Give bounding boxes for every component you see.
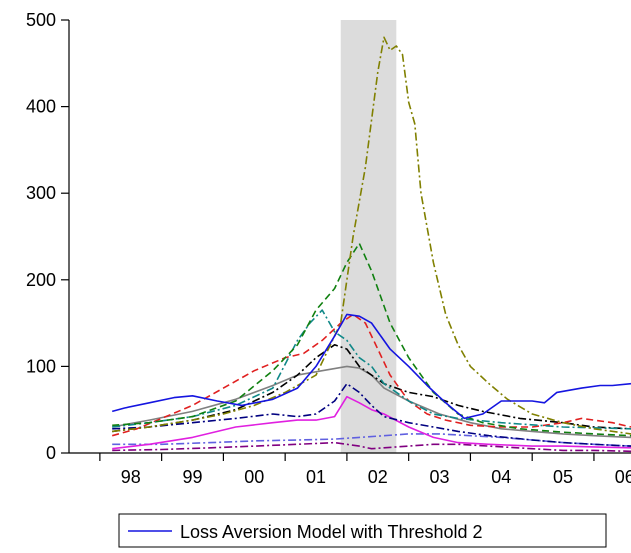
y-tick-label: 200 [26, 270, 56, 290]
series-line-5 [112, 343, 631, 433]
x-tick-label: 00 [244, 467, 264, 487]
x-tick-label: 01 [306, 467, 326, 487]
series-line-2 [112, 242, 631, 437]
y-tick-label: 100 [26, 356, 56, 376]
y-tick-label: 0 [46, 443, 56, 463]
x-tick-label: 02 [368, 467, 388, 487]
series-layer [111, 36, 631, 453]
series-line-1 [112, 36, 631, 435]
y-tick-label: 400 [26, 97, 56, 117]
x-tick-label: 98 [121, 467, 141, 487]
x-tick-label: 03 [430, 467, 450, 487]
series-line-4 [111, 313, 631, 437]
series-line-9 [112, 441, 631, 453]
x-tick-label: 05 [553, 467, 573, 487]
axes-layer: 0 100 200 300 400 500 98 99 00 01 02 03 04 05 06 [26, 10, 631, 487]
y-tick-label: 500 [26, 10, 56, 30]
x-tick-label: 04 [491, 467, 511, 487]
y-tick-label: 300 [26, 183, 56, 203]
x-tick-label: 06 [615, 467, 631, 487]
legend-box [118, 513, 607, 548]
series-line-3 [112, 309, 631, 430]
x-tick-label: 99 [183, 467, 203, 487]
shaded-region [340, 20, 397, 453]
series-line-7 [112, 382, 631, 447]
legend: Loss Aversion Model with Threshold 2 [118, 513, 607, 548]
legend-label: Loss Aversion Model with Threshold 2 [180, 522, 483, 542]
series-line-0 [111, 313, 631, 420]
series-line-8 [112, 395, 631, 450]
